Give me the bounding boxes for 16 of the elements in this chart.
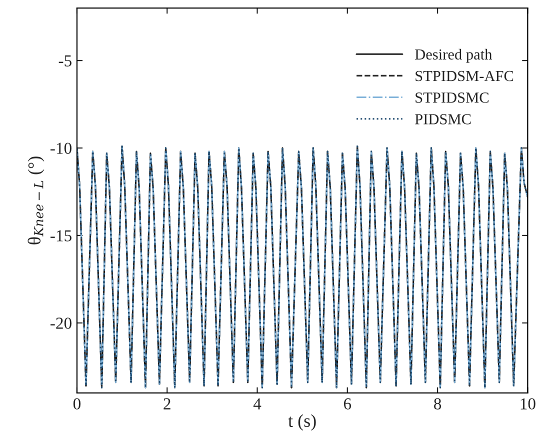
x-tick-label: 10 xyxy=(520,398,536,410)
legend-label: STPIDSMC xyxy=(416,92,488,103)
legend-label: PIDSMC xyxy=(415,114,471,124)
x-tick-label: 8 xyxy=(434,398,442,410)
y-tick-label: -5 xyxy=(58,55,72,66)
y-axis-title: θ$_{Knee−L}$ (°) xyxy=(28,156,44,244)
x-tick-label: 0 xyxy=(73,398,81,410)
y-tick-label: -10 xyxy=(50,142,72,154)
y-tick-label: -20 xyxy=(50,318,72,329)
legend-label: STPIDSM-AFC xyxy=(416,70,514,82)
legend-label: Desired path xyxy=(415,48,492,63)
y-tick-label: -15 xyxy=(50,230,72,242)
x-tick-label: 2 xyxy=(164,398,170,410)
x-axis-title: t (s) xyxy=(288,414,316,431)
x-tick-label: 4 xyxy=(253,398,262,410)
x-tick-label: 6 xyxy=(344,398,352,410)
